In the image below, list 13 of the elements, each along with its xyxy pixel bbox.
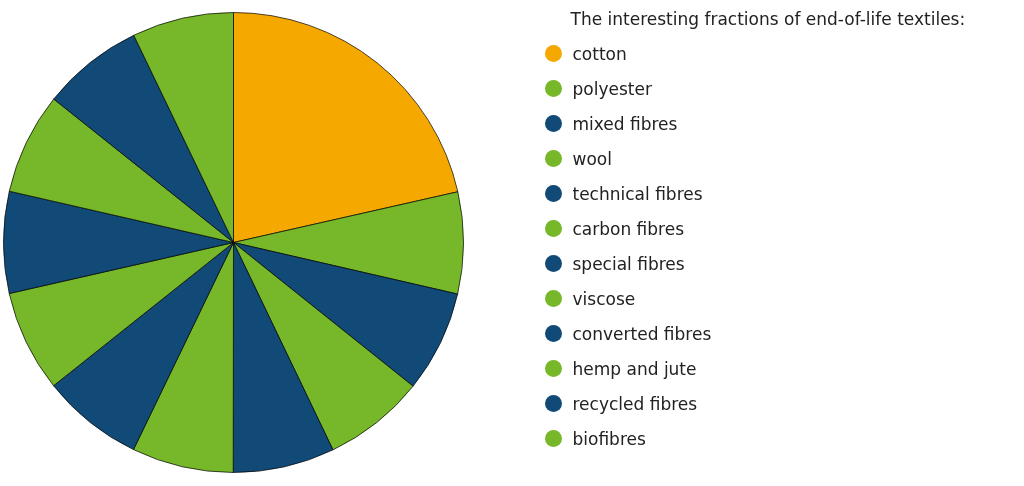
legend-label: recycled fibres [572, 393, 698, 414]
legend-label: viscose [572, 288, 636, 309]
legend-label: converted fibres [572, 323, 712, 344]
legend-label: mixed fibres [572, 113, 678, 134]
legend-label: hemp and jute [572, 358, 697, 379]
legend-label: wool [572, 148, 612, 169]
legend-label: special fibres [572, 253, 685, 274]
legend-label: biofibres [572, 428, 646, 449]
legend-label: cotton [572, 43, 627, 64]
legend-label: carbon fibres [572, 218, 685, 239]
legend-title: The interesting fractions of end-of-life textiles: [569, 8, 966, 29]
legend-label: technical fibres [572, 183, 703, 204]
legend-label: polyester [572, 78, 652, 99]
